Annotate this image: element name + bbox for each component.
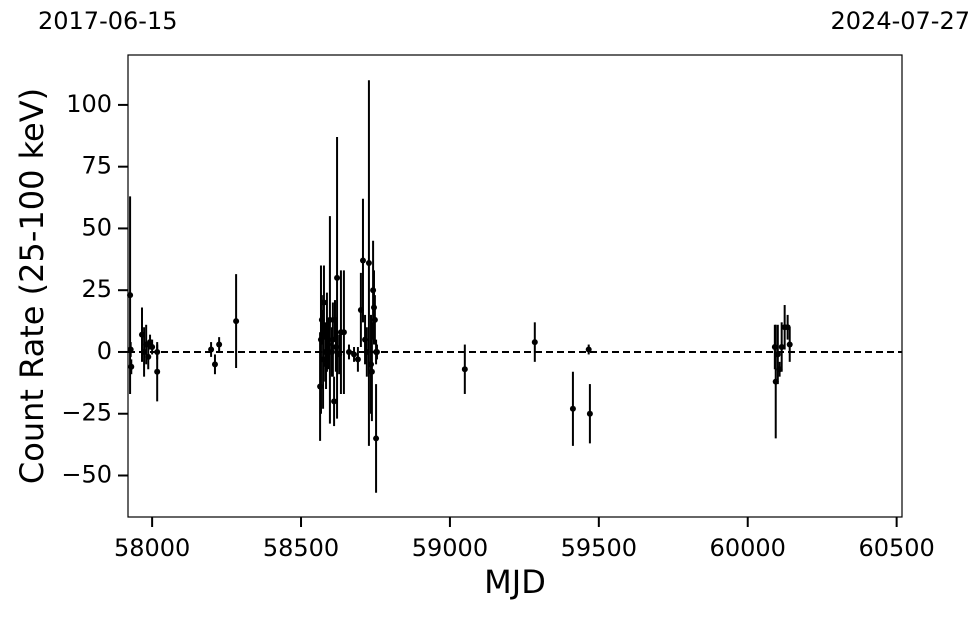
- x-tick-label: 58500: [263, 534, 339, 562]
- data-point: [128, 363, 135, 370]
- data-point: [127, 292, 134, 299]
- data-point: [340, 329, 347, 336]
- data-point: [326, 316, 333, 323]
- data-point: [585, 346, 592, 353]
- data-point: [778, 344, 785, 351]
- plot-frame: [127, 54, 903, 518]
- y-tick-label: 50: [81, 213, 112, 241]
- data-point: [351, 351, 358, 358]
- data-point: [208, 346, 215, 353]
- data-point: [320, 299, 327, 306]
- annotation: 2024-07-27: [831, 7, 970, 35]
- data-point: [345, 348, 352, 355]
- y-tick-label: 0: [97, 337, 112, 365]
- data-point: [371, 316, 378, 323]
- x-tick-label: 60500: [858, 534, 934, 562]
- data-point: [145, 353, 152, 360]
- data-point: [531, 339, 538, 346]
- y-tick-label: 25: [81, 275, 112, 303]
- data-point: [586, 410, 593, 417]
- x-tick-label: 59500: [561, 534, 637, 562]
- data-point: [334, 274, 341, 281]
- data-point: [569, 405, 576, 412]
- data-point: [154, 368, 161, 375]
- y-tick-label: 100: [66, 90, 112, 118]
- y-tick-label: −25: [61, 399, 112, 427]
- data-point: [331, 398, 338, 405]
- data-point: [359, 257, 366, 264]
- data-point: [774, 351, 781, 358]
- data-point: [211, 361, 218, 368]
- x-tick-label: 59000: [412, 534, 488, 562]
- y-tick-label: −50: [61, 460, 112, 488]
- x-tick-label: 60000: [710, 534, 786, 562]
- data-point: [354, 356, 361, 363]
- data-point: [216, 341, 223, 348]
- x-tick-label: 58000: [114, 534, 190, 562]
- x-axis-label: MJD: [484, 563, 546, 601]
- y-axis-label: Count Rate (25-100 keV): [13, 88, 51, 484]
- data-point: [786, 341, 793, 348]
- data-point: [461, 366, 468, 373]
- data-point: [365, 260, 372, 267]
- data-point: [373, 435, 380, 442]
- data-point: [127, 346, 134, 353]
- data-point: [373, 348, 380, 355]
- annotation: 2017-06-15: [38, 7, 177, 35]
- data-point: [149, 344, 156, 351]
- y-tick-label: 75: [81, 152, 112, 180]
- data-point: [368, 368, 375, 375]
- data-point: [233, 318, 240, 325]
